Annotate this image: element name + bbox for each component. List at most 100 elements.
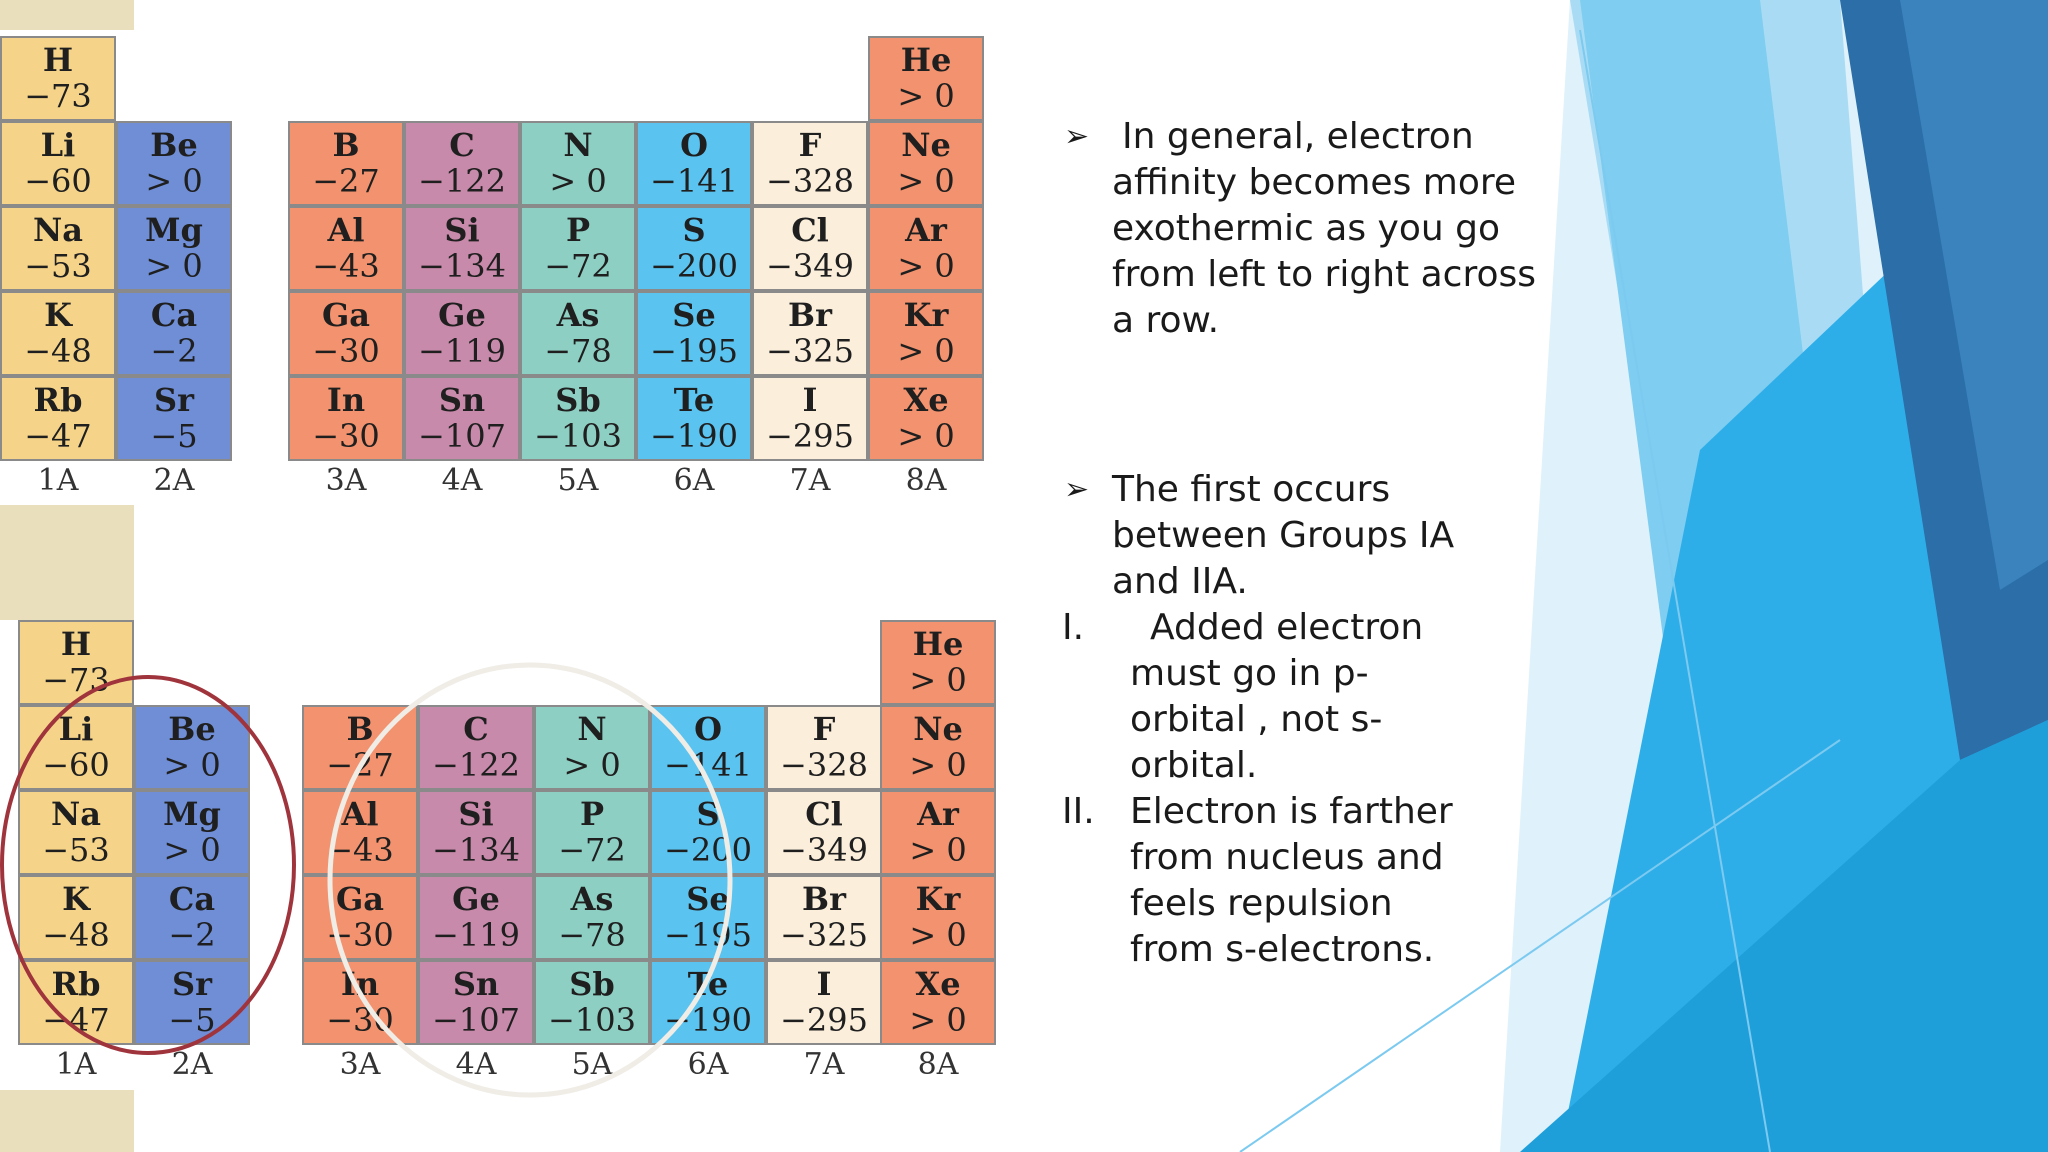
point-1-line: orbital , not s- — [1130, 699, 1383, 740]
point-2-text: Electron is farther from nucleus and fee… — [1130, 789, 1570, 973]
electron-affinity-value: > 0 — [163, 831, 221, 869]
group-label: 4A — [441, 463, 483, 498]
electron-affinity-value: −107 — [418, 417, 506, 455]
bullet-1-line: affinity becomes more — [1112, 162, 1517, 203]
electron-affinity-value: −5 — [150, 417, 198, 455]
element-symbol: Rb — [33, 381, 83, 419]
electron-affinity-value: −78 — [558, 916, 626, 954]
element-cell-sr: Sr −5 — [116, 376, 232, 461]
element-symbol: Si — [458, 795, 494, 833]
element-cell-xe: Xe > 0 — [880, 960, 996, 1045]
element-symbol: N — [577, 710, 607, 748]
group-label: 7A — [789, 463, 831, 498]
element-symbol: Xe — [903, 381, 949, 419]
point-2-line: Electron is farther — [1130, 791, 1453, 832]
element-cell-cl: Cl −349 — [766, 790, 882, 875]
element-cell-al: Al −43 — [288, 206, 404, 291]
element-cell-p: P −72 — [534, 790, 650, 875]
element-symbol: Ca — [150, 296, 198, 334]
element-cell-ge: Ge −119 — [404, 291, 520, 376]
electron-affinity-value: −134 — [418, 247, 506, 285]
point-1-line: Added electron — [1150, 607, 1424, 648]
element-symbol: C — [449, 126, 475, 164]
electron-affinity-value: −195 — [650, 332, 738, 370]
element-cell-h: H −73 — [0, 36, 116, 121]
element-symbol: Na — [33, 211, 83, 249]
electron-affinity-value: −2 — [150, 332, 198, 370]
element-cell-c: C −122 — [418, 705, 534, 790]
element-symbol: He — [912, 625, 964, 663]
left-edge-stripe — [0, 1090, 134, 1152]
group-label: 7A — [803, 1047, 845, 1082]
element-symbol: Cl — [805, 795, 843, 833]
element-symbol: I — [802, 381, 818, 419]
element-cell-na: Na −53 — [18, 790, 134, 875]
group-label: 1A — [37, 463, 79, 498]
element-symbol: He — [900, 41, 952, 79]
element-cell-br: Br −325 — [766, 875, 882, 960]
point-2-line: from s-electrons. — [1130, 929, 1435, 970]
element-symbol: Ne — [901, 126, 951, 164]
element-cell-te: Te −190 — [636, 376, 752, 461]
electron-affinity-value: −141 — [650, 162, 738, 200]
element-cell-si: Si −134 — [404, 206, 520, 291]
element-symbol: Mg — [145, 211, 203, 249]
element-symbol: Ga — [321, 296, 371, 334]
point-1-line: orbital. — [1130, 745, 1258, 786]
element-symbol: Br — [788, 296, 832, 334]
group-label: 8A — [917, 1047, 959, 1082]
element-symbol: Al — [341, 795, 379, 833]
electron-affinity-value: −30 — [312, 417, 380, 455]
electron-affinity-value: −195 — [664, 916, 752, 954]
element-symbol: H — [60, 625, 92, 663]
electron-affinity-value: −122 — [432, 746, 520, 784]
electron-affinity-value: −72 — [544, 247, 612, 285]
bullet-2-text: The first occurs between Groups IA and I… — [1112, 467, 1572, 605]
element-symbol: Sn — [452, 965, 500, 1003]
electron-affinity-value: −5 — [168, 1001, 216, 1039]
element-symbol: Sr — [172, 965, 212, 1003]
element-cell-al: Al −43 — [302, 790, 418, 875]
electron-affinity-value: −328 — [780, 746, 868, 784]
element-cell-kr: Kr > 0 — [880, 875, 996, 960]
bullet-arrow-icon: ➢ — [1064, 119, 1090, 154]
left-edge-stripe — [0, 0, 134, 30]
group-label: 5A — [557, 463, 599, 498]
element-symbol: In — [340, 965, 380, 1003]
element-symbol: Kr — [915, 880, 961, 918]
element-cell-sb: Sb −103 — [534, 960, 650, 1045]
element-symbol: Cl — [791, 211, 829, 249]
electron-affinity-value: > 0 — [909, 661, 967, 699]
electron-affinity-value: −48 — [42, 916, 110, 954]
element-cell-h: H −73 — [18, 620, 134, 705]
electron-affinity-value: −48 — [24, 332, 92, 370]
periodic-table-top: H −73 Li −60 Na −53 K −48 Rb −47 1A Be > 0 Mg > 0 Ca −2 S… — [0, 0, 1000, 510]
element-symbol: Sn — [438, 381, 486, 419]
electron-affinity-value: > 0 — [897, 332, 955, 370]
element-symbol: Li — [58, 710, 94, 748]
element-symbol: Te — [673, 381, 715, 419]
element-symbol: N — [563, 126, 593, 164]
facet-base — [1520, 720, 2048, 1152]
electron-affinity-value: −190 — [650, 417, 738, 455]
element-symbol: Se — [686, 880, 730, 918]
element-cell-as: As −78 — [534, 875, 650, 960]
element-cell-sn: Sn −107 — [418, 960, 534, 1045]
point-1-number: I. — [1062, 607, 1085, 648]
left-edge-stripe — [0, 505, 134, 620]
element-cell-c: C −122 — [404, 121, 520, 206]
electron-affinity-value: −27 — [326, 746, 394, 784]
element-symbol: In — [326, 381, 366, 419]
group-label: 6A — [673, 463, 715, 498]
element-symbol: Si — [444, 211, 480, 249]
bullet-1-text: In general, electron affinity becomes mo… — [1112, 114, 1572, 344]
element-symbol: Al — [327, 211, 365, 249]
element-cell-f: F −328 — [766, 705, 882, 790]
element-cell-ar: Ar > 0 — [868, 206, 984, 291]
electron-affinity-value: −30 — [326, 1001, 394, 1039]
element-symbol: O — [694, 710, 722, 748]
element-symbol: P — [579, 795, 605, 833]
point-2-line: from nucleus and — [1130, 837, 1444, 878]
electron-affinity-value: −30 — [312, 332, 380, 370]
electron-affinity-value: −60 — [24, 162, 92, 200]
